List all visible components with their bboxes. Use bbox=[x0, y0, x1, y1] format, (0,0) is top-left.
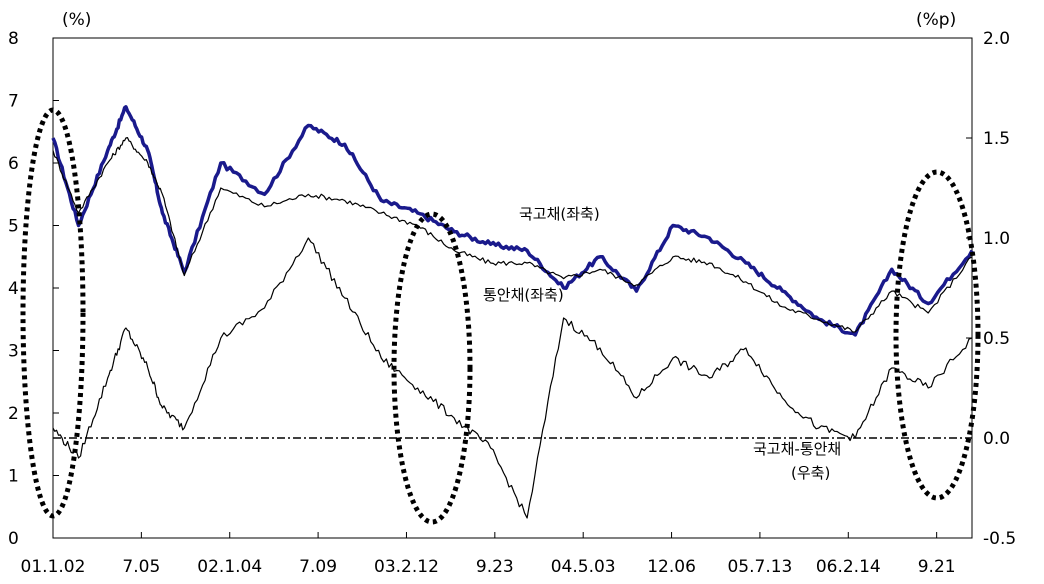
left-tick-label: 7 bbox=[8, 92, 19, 112]
right-tick-label: 0.0 bbox=[983, 429, 1010, 449]
left-tick-label: 4 bbox=[8, 279, 19, 299]
x-axis-ticks: 01.1.02 7.05 02.1.04 7.09 03.2.12 9.23 04.5.03… bbox=[21, 532, 956, 577]
left-tick-label: 0 bbox=[8, 529, 19, 549]
x-tick-label: 01.1.02 bbox=[21, 557, 86, 577]
spread-label-line2: (우축) bbox=[791, 464, 830, 482]
x-tick-label: 02.1.04 bbox=[197, 557, 262, 577]
x-tick-label: 7.09 bbox=[299, 557, 337, 577]
x-tick-label: 06.2.14 bbox=[816, 557, 881, 577]
x-tick-label: 7.05 bbox=[122, 557, 160, 577]
msb-label: 통안채(좌축) bbox=[483, 286, 564, 304]
left-axis-unit: (%) bbox=[62, 10, 91, 30]
x-tick-label: 9.21 bbox=[918, 557, 956, 577]
right-tick-label: 2.0 bbox=[983, 29, 1010, 49]
highlight-ellipse-3 bbox=[893, 169, 981, 501]
series-line-3 bbox=[52, 237, 973, 519]
right-tick-label: -0.5 bbox=[983, 529, 1016, 549]
left-tick-label: 3 bbox=[8, 342, 19, 362]
x-tick-label: 04.5.03 bbox=[551, 557, 616, 577]
left-axis-ticks: 0 1 2 3 4 5 6 7 8 bbox=[8, 29, 59, 549]
right-tick-label: 1.5 bbox=[983, 129, 1010, 149]
series-line-1 bbox=[51, 105, 974, 337]
highlight-ellipse-1 bbox=[20, 107, 86, 519]
series-lines bbox=[51, 105, 974, 519]
gov-bond-label: 국고채(좌축) bbox=[519, 205, 600, 223]
x-tick-label: 9.23 bbox=[476, 557, 514, 577]
right-axis-ticks: -0.5 0.0 0.5 1.0 1.5 2.0 bbox=[966, 29, 1016, 549]
right-tick-label: 0.5 bbox=[983, 329, 1010, 349]
left-tick-label: 1 bbox=[8, 467, 19, 487]
left-tick-label: 6 bbox=[8, 154, 19, 174]
left-tick-label: 5 bbox=[8, 217, 19, 237]
right-axis-unit: (%p) bbox=[916, 10, 956, 30]
x-tick-label: 05.7.13 bbox=[727, 557, 792, 577]
left-tick-label: 2 bbox=[8, 404, 19, 424]
spread-label-line1: 국고채-통안채 bbox=[753, 440, 841, 458]
highlight-ellipse-2 bbox=[391, 211, 473, 525]
series-line-2 bbox=[52, 137, 973, 333]
highlight-ellipses bbox=[20, 107, 981, 525]
right-tick-label: 1.0 bbox=[983, 229, 1010, 249]
left-tick-label: 8 bbox=[8, 29, 19, 49]
x-tick-label: 03.2.12 bbox=[374, 557, 439, 577]
x-tick-label: 12.06 bbox=[647, 557, 696, 577]
